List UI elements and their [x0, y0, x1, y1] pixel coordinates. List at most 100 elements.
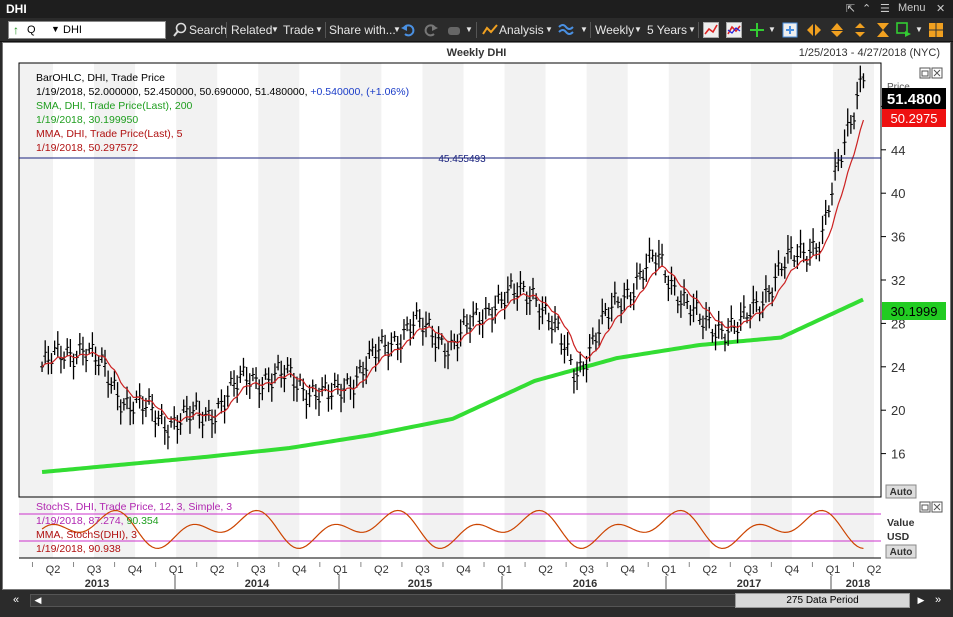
chevron-down-icon[interactable]: ▼	[315, 25, 323, 34]
chevron-down-icon[interactable]: ▼	[465, 25, 473, 34]
scroll-right-icon[interactable]: ▶	[917, 595, 925, 605]
menu-label[interactable]: Menu	[898, 2, 926, 14]
restore-icon[interactable]: ⇱	[846, 3, 856, 15]
restore-panel-icon[interactable]	[919, 501, 931, 513]
related-menu[interactable]: Related	[231, 23, 273, 37]
vertical-zoom-icon[interactable]	[852, 22, 868, 38]
quarter-band	[340, 63, 382, 558]
scroll-left-icon[interactable]: ◀	[34, 595, 42, 605]
mma-price-badge	[882, 109, 946, 127]
ohlc-bar	[682, 279, 687, 306]
ohlc-bar	[584, 355, 589, 383]
ohlc-bar	[272, 363, 277, 384]
ohlc-bar	[137, 383, 142, 409]
chevron-down-icon[interactable]: ▼	[271, 25, 279, 34]
legend-bar-title: BarOHLC, DHI, Trade Price	[36, 72, 165, 84]
year-label: 2018	[846, 578, 870, 590]
ohlc-bar	[427, 312, 432, 327]
ohlc-bar	[738, 302, 743, 331]
ohlc-bar	[553, 306, 558, 333]
ohlc-bar	[597, 319, 602, 348]
ohlc-bar	[244, 366, 249, 395]
price-axis-title: Price	[887, 82, 910, 93]
ohlc-bar	[833, 151, 838, 181]
ohlc-bar	[216, 397, 221, 409]
crosshair-icon[interactable]	[749, 22, 765, 38]
chevron-down-icon[interactable]: ▼	[580, 25, 588, 34]
menu-icon[interactable]: ☰	[880, 3, 890, 15]
ohlc-bar	[829, 182, 834, 206]
lower-auto-scale-label[interactable]: Auto	[890, 547, 913, 558]
ohlc-bar	[80, 336, 85, 366]
y-tick-label: 32	[891, 273, 905, 288]
ohlc-bar	[474, 302, 479, 316]
ohlc-bar	[357, 359, 362, 374]
chevron-down-icon[interactable]: ▼	[768, 25, 776, 34]
analysis-menu[interactable]: Analysis	[499, 23, 544, 37]
compare-chart-icon[interactable]	[726, 22, 742, 38]
chevron-down-icon[interactable]: ▼	[393, 25, 401, 34]
ohlc-bar	[839, 155, 844, 168]
scroll-thumb[interactable]: 275 Data Period	[735, 593, 910, 608]
last-price-label: 51.4800	[887, 91, 941, 108]
symbol-entry[interactable]: ↑ Q ▼	[8, 21, 166, 39]
symbol-prefix[interactable]: Q	[27, 24, 36, 36]
ohlc-bar	[55, 331, 60, 358]
auto-scale-button[interactable]	[885, 484, 917, 499]
ohlc-bar	[373, 343, 378, 372]
export-icon[interactable]	[896, 22, 912, 38]
analysis-icon[interactable]	[482, 22, 498, 38]
ohlc-bar	[392, 331, 397, 342]
share-menu[interactable]: Share with...	[329, 23, 396, 37]
search-button[interactable]: Search	[189, 23, 228, 37]
ohlc-bar	[109, 377, 114, 394]
trade-menu[interactable]: Trade	[283, 23, 314, 37]
chevron-down-icon[interactable]: ▼	[688, 25, 696, 34]
grid-icon[interactable]	[928, 22, 944, 38]
add-panel-icon[interactable]	[782, 22, 798, 38]
redo-icon[interactable]	[423, 22, 439, 38]
period-select[interactable]: Weekly	[595, 23, 635, 37]
ohlc-bar	[660, 243, 665, 267]
scroll-end-icon[interactable]: »	[934, 594, 942, 606]
ohlc-bar	[304, 390, 309, 419]
ohlc-bar	[814, 243, 819, 260]
ohlc-bar	[65, 338, 70, 357]
chart-plot[interactable]: 45.455493 BarOHLC, DHI, Trade Price 1/19…	[3, 43, 952, 591]
window-title: DHI	[6, 2, 27, 16]
chevron-down-icon[interactable]: ▼	[51, 24, 60, 34]
ohlc-bar	[326, 384, 331, 412]
undo-icon[interactable]	[400, 22, 416, 38]
ohlc-bar	[125, 386, 130, 410]
quarter-band	[422, 63, 464, 558]
studies-icon[interactable]	[558, 22, 574, 38]
range-select[interactable]: 5 Years	[647, 23, 688, 37]
scroll-left-right-icon[interactable]	[806, 22, 822, 38]
ohlc-bar	[804, 256, 809, 272]
stoch-legend: StochS, DHI, Trade Price, 12, 3, Simple,…	[36, 501, 232, 555]
ohlc-bar	[848, 115, 853, 134]
symbol-input[interactable]	[63, 23, 163, 37]
chevron-down-icon[interactable]: ▼	[915, 25, 923, 34]
lower-auto-scale-button[interactable]	[885, 544, 917, 559]
collapse-icon[interactable]: ⌃	[862, 3, 872, 15]
zoom-in-out-icon[interactable]	[829, 22, 845, 38]
cloud-icon[interactable]	[446, 22, 462, 38]
ohlc-bar	[638, 263, 643, 280]
search-icon[interactable]	[172, 22, 188, 38]
chevron-down-icon[interactable]: ▼	[634, 25, 642, 34]
scroll-start-icon[interactable]: «	[12, 594, 20, 606]
close-window-icon[interactable]: ✕	[936, 3, 946, 15]
restore-panel-icon[interactable]	[919, 67, 931, 79]
compress-icon[interactable]	[875, 22, 891, 38]
ohlc-bar	[622, 282, 627, 312]
ohlc-bar	[310, 379, 315, 393]
chevron-down-icon[interactable]: ▼	[545, 25, 553, 34]
auto-scale-label[interactable]: Auto	[890, 487, 913, 498]
line-chart-icon[interactable]	[703, 22, 719, 38]
ohlc-bar	[612, 281, 617, 305]
chart-area[interactable]: Weekly DHI 1/25/2013 - 4/27/2018 (NYC) 4…	[2, 42, 951, 590]
legend-sma-title: SMA, DHI, Trade Price(Last), 200	[36, 100, 193, 112]
ohlc-bar	[181, 399, 186, 414]
ohlc-bar	[631, 283, 636, 311]
